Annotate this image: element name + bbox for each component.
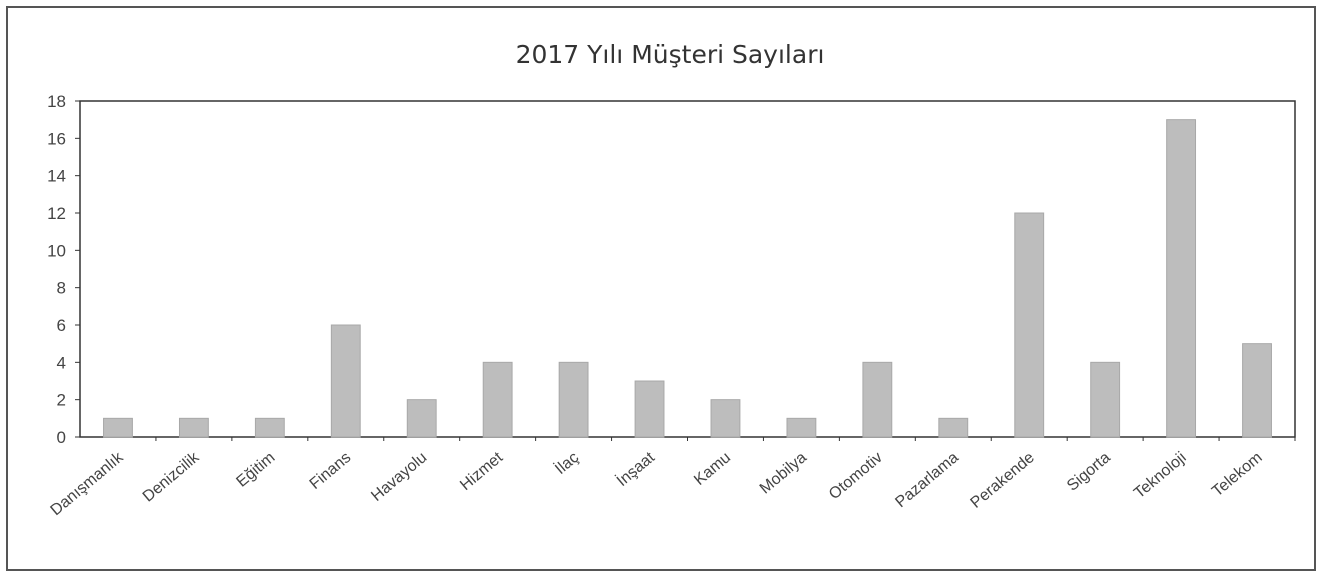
x-tick-label: Hizmet bbox=[457, 449, 506, 494]
chart-frame: 2017 Yılı Müşteri Sayıları 0 2 4 6 8 10 12 14 16… bbox=[6, 6, 1316, 571]
x-tick-label: Eğitim bbox=[233, 449, 278, 491]
y-tick-label: 0 bbox=[57, 428, 66, 447]
y-tick-label: 16 bbox=[47, 129, 66, 148]
x-tick-label: Finans bbox=[307, 449, 355, 493]
x-tick-label: Denizcilik bbox=[140, 448, 203, 505]
bar bbox=[862, 361, 893, 438]
y-tick-label: 4 bbox=[57, 353, 66, 372]
x-tick-label: Danışmanlık bbox=[47, 448, 127, 519]
bar bbox=[1090, 361, 1121, 438]
bar bbox=[1014, 212, 1045, 438]
y-tick-label: 6 bbox=[57, 316, 66, 335]
y-tick-label: 8 bbox=[57, 279, 66, 298]
y-tick-label: 18 bbox=[47, 92, 66, 111]
y-tick-label: 12 bbox=[47, 204, 66, 223]
y-tick-label: 2 bbox=[57, 391, 66, 410]
y-tick-label: 10 bbox=[47, 241, 66, 260]
bar-chart: 2017 Yılı Müşteri Sayıları 0 2 4 6 8 10 12 14 16… bbox=[47, 40, 1296, 519]
bar bbox=[1242, 343, 1272, 438]
bar bbox=[406, 399, 437, 438]
x-tick-label: Perakende bbox=[968, 449, 1038, 512]
bar bbox=[1166, 119, 1197, 438]
chart-title: 2017 Yılı Müşteri Sayıları bbox=[516, 40, 825, 69]
x-tick-label: Pazarlama bbox=[892, 449, 962, 511]
bar bbox=[103, 417, 133, 438]
y-tick-label: 14 bbox=[47, 167, 66, 186]
bar bbox=[786, 417, 817, 438]
bar bbox=[330, 324, 361, 438]
x-tick-label: Havayolu bbox=[368, 449, 430, 505]
x-tick-label: Telekom bbox=[1209, 449, 1266, 500]
x-tick-label: Teknoloji bbox=[1131, 449, 1190, 502]
bar bbox=[558, 361, 589, 438]
x-tick-label: İlaç bbox=[551, 448, 582, 479]
bar bbox=[254, 417, 285, 438]
bar bbox=[710, 399, 741, 438]
x-tick-label: Sigorta bbox=[1064, 449, 1114, 495]
bar bbox=[482, 361, 513, 438]
plot-area: 0 2 4 6 8 10 12 14 16 18 Danışmanlık Denizcilik Eğit… bbox=[47, 92, 1296, 519]
bar bbox=[178, 417, 209, 438]
x-tick-label: Mobilya bbox=[757, 449, 810, 498]
x-tick-label: Otomotiv bbox=[826, 449, 886, 503]
x-tick-label: İnşaat bbox=[612, 447, 658, 490]
x-tick-label: Kamu bbox=[691, 449, 734, 489]
bar bbox=[634, 380, 665, 438]
bar bbox=[938, 417, 969, 438]
